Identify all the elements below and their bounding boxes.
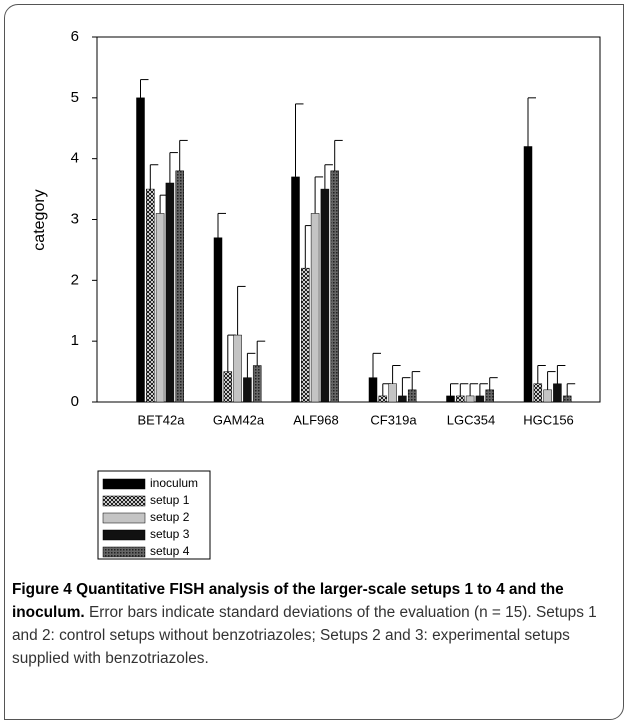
legend-swatch — [102, 495, 146, 507]
error-bar — [527, 97, 536, 147]
bar — [485, 389, 494, 403]
x-tick-label: BET42a — [138, 412, 186, 427]
bar — [243, 377, 252, 403]
legend-label: setup 1 — [150, 493, 190, 507]
error-bar — [401, 377, 411, 396]
error-bar — [217, 212, 226, 238]
bar — [223, 371, 233, 403]
error-bar — [169, 152, 178, 183]
error-bar — [489, 377, 498, 390]
x-tick-label: ALF968 — [293, 412, 339, 427]
bar — [310, 213, 320, 403]
error-bar — [179, 139, 188, 171]
error-bar — [372, 352, 381, 378]
bar — [175, 170, 184, 403]
error-bar — [314, 176, 324, 214]
bar — [213, 237, 223, 403]
bar — [475, 395, 485, 403]
y-tick-label: 2 — [71, 271, 79, 288]
x-tick-label: CF319a — [370, 412, 417, 427]
error-bar — [556, 365, 566, 384]
y-tick-label: 1 — [71, 332, 79, 349]
x-tick-label: GAM42a — [213, 412, 265, 427]
bar — [301, 267, 310, 403]
error-bar — [459, 383, 469, 396]
error-bar — [140, 79, 149, 98]
error-bar — [411, 371, 421, 390]
bar — [291, 176, 300, 403]
bar — [146, 188, 155, 403]
x-tick-label: LGC354 — [447, 412, 495, 427]
error-bar — [237, 285, 246, 336]
bar — [136, 97, 145, 403]
bar — [320, 188, 330, 403]
error-bar — [566, 383, 576, 396]
bar — [165, 182, 175, 403]
bar — [456, 395, 465, 403]
legend-label: setup 2 — [150, 510, 190, 524]
bar — [407, 389, 417, 403]
bar — [368, 377, 378, 403]
bar — [533, 383, 543, 403]
figure-frame — [4, 4, 624, 720]
legend-swatch — [102, 546, 146, 558]
chart: category 0 1 2 3 4 5 6 BET42a GAM42a ALF968 CF319a… — [31, 28, 601, 560]
legend-label: inoculum — [150, 476, 198, 490]
error-bar — [334, 139, 343, 171]
caption-title: Figure 4 Quantitative FISH analysis of t… — [12, 581, 564, 621]
error-bar — [547, 371, 556, 390]
y-tick-label: 5 — [71, 89, 79, 106]
bar — [523, 146, 533, 403]
bar — [233, 334, 242, 403]
legend-swatch — [102, 478, 146, 490]
y-axis-label: category — [31, 189, 48, 250]
error-bar — [295, 103, 304, 177]
error-bar — [469, 383, 479, 396]
error-bar — [324, 164, 333, 190]
error-bar — [479, 383, 488, 396]
bar — [543, 389, 552, 403]
bar — [330, 170, 339, 403]
error-bar — [392, 365, 401, 384]
legend-label: setup 4 — [150, 544, 190, 558]
legend-swatch — [102, 529, 146, 541]
x-tick-label: HGC156 — [523, 412, 574, 427]
legend-label: setup 3 — [150, 527, 190, 541]
bar — [553, 383, 562, 403]
bar — [398, 395, 407, 403]
caption: Figure 4 Quantitative FISH analysis of t… — [12, 578, 618, 670]
bar — [388, 383, 397, 403]
bar — [465, 395, 475, 403]
error-bar — [256, 340, 266, 366]
y-tick-label: 3 — [71, 210, 79, 227]
y-tick-label: 0 — [71, 393, 79, 410]
y-tick-label: 6 — [71, 28, 79, 45]
y-tick-label: 4 — [71, 150, 79, 167]
legend-swatch — [102, 512, 146, 524]
caption-body: Error bars indicate standard deviations … — [12, 604, 597, 667]
error-bar — [537, 365, 546, 384]
bar — [446, 395, 455, 403]
bar — [562, 395, 572, 403]
bar — [252, 365, 262, 403]
error-bar — [149, 164, 159, 190]
error-bar — [246, 352, 256, 378]
error-bar — [450, 383, 459, 396]
bar — [378, 395, 388, 403]
bar — [155, 213, 165, 403]
